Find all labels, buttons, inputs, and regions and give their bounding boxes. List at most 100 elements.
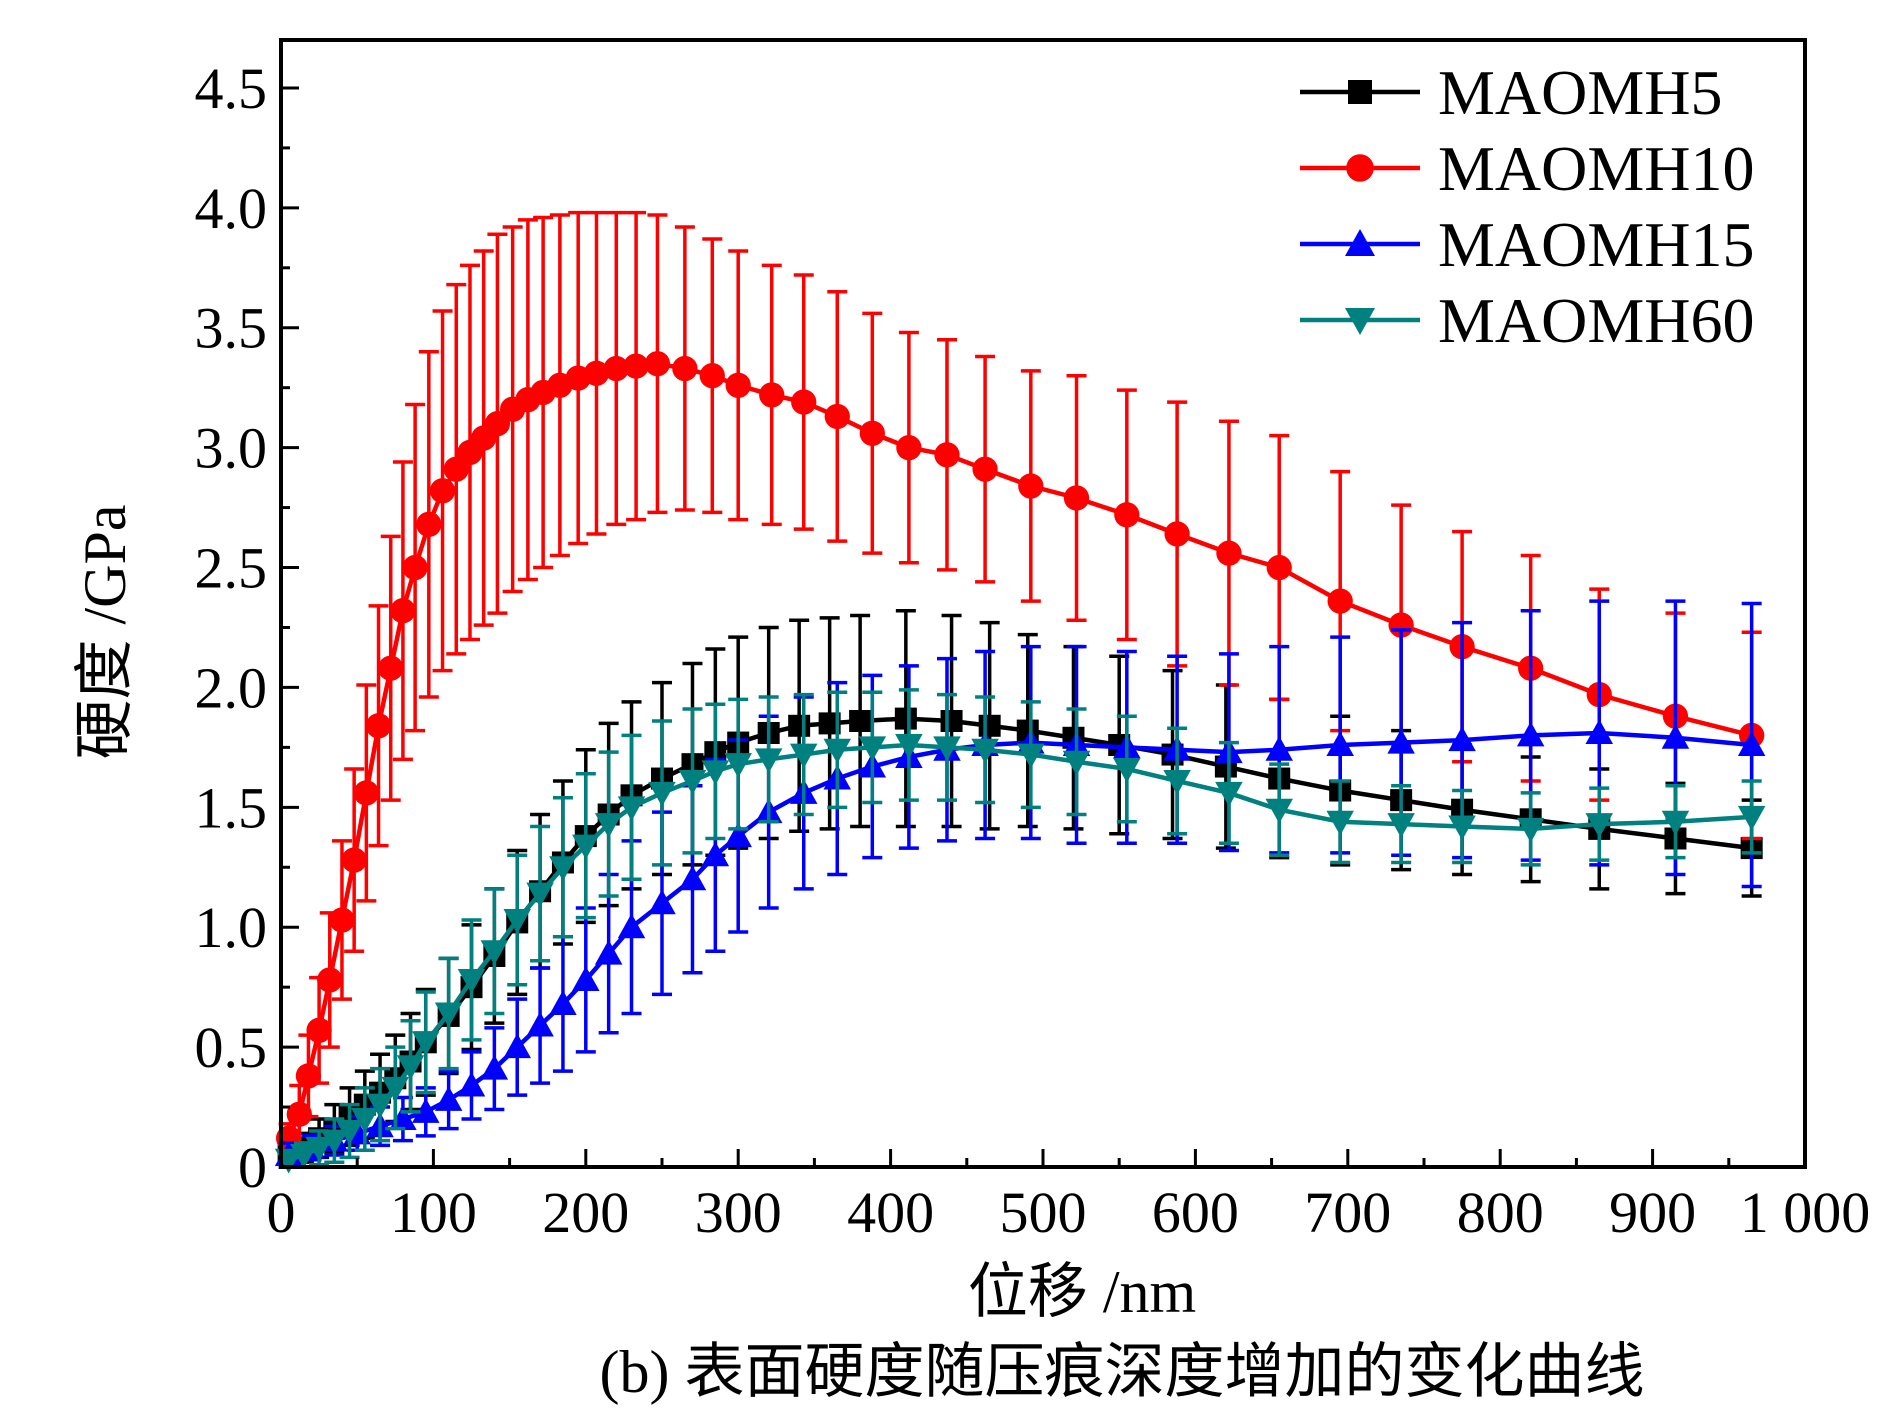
data-point <box>818 712 841 735</box>
data-point <box>572 966 600 991</box>
x-tick-label: 400 <box>847 1180 934 1245</box>
data-point <box>378 655 404 681</box>
data-point <box>934 442 960 468</box>
data-point <box>1448 815 1476 841</box>
y-tick-label: 1.0 <box>195 895 268 960</box>
data-point <box>940 709 963 732</box>
x-tick-label: 600 <box>1152 1180 1239 1245</box>
data-point <box>1516 721 1545 747</box>
data-point <box>1215 781 1243 807</box>
plot-area <box>274 210 1766 1174</box>
data-point <box>1017 743 1045 769</box>
data-point <box>402 554 428 581</box>
data-point <box>1737 731 1766 756</box>
x-tick-label: 700 <box>1304 1180 1391 1245</box>
data-point <box>858 736 887 762</box>
data-point <box>594 813 623 838</box>
legend-label: MAOMH5 <box>1438 57 1722 128</box>
data-point <box>457 1071 486 1097</box>
data-point <box>701 841 730 867</box>
legend-item: MAOMH10 <box>1300 133 1754 204</box>
data-point <box>1661 724 1690 749</box>
data-point <box>290 1144 318 1169</box>
data-point <box>1018 473 1044 499</box>
data-point <box>972 456 998 482</box>
data-point <box>1387 813 1415 838</box>
data-point <box>933 736 961 762</box>
data-point <box>895 733 923 759</box>
y-tick-label: 3.5 <box>195 296 268 361</box>
data-point <box>503 909 531 934</box>
figure-caption: (b) 表面硬度随压痕深度增加的变化曲线 <box>600 1339 1645 1405</box>
data-point <box>617 913 646 939</box>
data-point <box>583 360 610 386</box>
data-point <box>859 420 885 446</box>
data-point <box>306 1017 332 1043</box>
data-point <box>295 1063 322 1089</box>
data-point <box>341 847 367 873</box>
x-tick-label: 200 <box>542 1180 629 1245</box>
data-point <box>724 753 752 778</box>
data-point <box>443 456 469 482</box>
legend-item: MAOMH5 <box>1300 57 1722 128</box>
data-point <box>678 865 707 891</box>
legend-label: MAOMH10 <box>1438 133 1754 204</box>
data-point <box>1113 757 1141 783</box>
y-tick-label: 3.0 <box>195 416 268 481</box>
y-tick-label: 4.0 <box>195 176 268 241</box>
x-axis-title: 位移 /nm <box>968 1259 1196 1325</box>
data-point <box>648 781 676 807</box>
data-point <box>457 968 486 994</box>
data-point <box>1062 750 1091 776</box>
data-point <box>381 1076 410 1102</box>
data-point <box>789 743 818 769</box>
data-point <box>434 1086 463 1111</box>
x-tick-label: 1 000 <box>1740 1180 1871 1245</box>
data-point <box>699 363 725 389</box>
series-MAOMH60 <box>274 688 1766 1174</box>
y-axis: 0 0.5 1.0 1.5 2.0 2.5 3.0 3.5 4.0 4.5 <box>195 56 299 1200</box>
data-point <box>1327 588 1353 614</box>
y-tick-label: 2.5 <box>195 536 268 601</box>
data-point <box>823 738 852 764</box>
legend-marker <box>1348 80 1372 104</box>
data-point <box>978 714 1001 737</box>
x-tick-label: 800 <box>1457 1180 1544 1245</box>
data-point <box>1585 719 1614 744</box>
data-point <box>526 1011 554 1037</box>
data-point <box>788 714 811 737</box>
data-point <box>1265 736 1293 761</box>
data-point <box>701 760 730 786</box>
legend-item: MAOMH60 <box>1300 285 1754 356</box>
data-point <box>1516 817 1545 843</box>
data-point <box>672 355 698 382</box>
legend-marker <box>1345 308 1375 335</box>
y-tick-label: 0 <box>238 1135 267 1200</box>
data-point <box>412 1098 440 1123</box>
y-tick-label: 2.0 <box>195 655 268 720</box>
legend-label: MAOMH15 <box>1438 209 1754 280</box>
y-axis-title: 硬度 /GPa <box>72 505 138 760</box>
data-point <box>644 351 671 377</box>
data-point <box>1387 728 1415 754</box>
data-point <box>824 403 850 430</box>
x-tick-label: 0 <box>267 1180 296 1245</box>
data-point <box>412 1031 440 1057</box>
data-point <box>791 389 817 415</box>
data-point <box>351 1108 379 1133</box>
data-point <box>416 511 442 538</box>
data-point <box>396 1055 425 1081</box>
data-point <box>724 822 752 848</box>
legend-label: MAOMH60 <box>1438 285 1754 356</box>
data-point <box>1448 726 1476 752</box>
data-point <box>603 355 629 382</box>
data-point <box>1265 798 1293 824</box>
x-tick-label: 500 <box>1000 1180 1087 1245</box>
data-point <box>725 372 751 398</box>
y-tick-label: 1.5 <box>195 775 268 840</box>
data-point <box>1164 521 1190 547</box>
data-point <box>390 598 416 624</box>
legend-item: MAOMH15 <box>1300 209 1754 280</box>
